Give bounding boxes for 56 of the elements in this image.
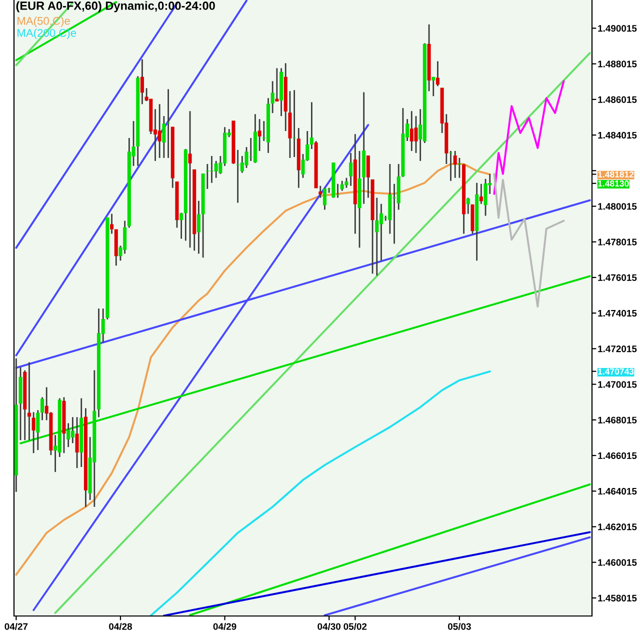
candlestick (432, 76, 436, 97)
y-tick-label: 1.484015 (598, 132, 637, 139)
y-tick-label: 1.458015 (598, 594, 637, 602)
y-tick-label: 1.48130 (598, 180, 629, 187)
candlestick (375, 197, 379, 276)
candlestick (258, 118, 262, 152)
x-tick-label: 05/02 (344, 622, 367, 630)
y-tick-label: 1.466015 (598, 452, 637, 460)
y-tick-label: 1.470015 (598, 381, 637, 388)
candlestick (466, 197, 470, 215)
candlestick (479, 183, 483, 205)
y-tick-label: 1.476015 (598, 274, 637, 281)
candlestick (436, 60, 440, 87)
y-tick-label: 1.490015 (598, 25, 637, 32)
candlestick (110, 213, 114, 234)
y-tick-label: 1.462015 (598, 524, 637, 530)
x-tick-label: 04/29 (213, 622, 236, 630)
candlestick (344, 177, 348, 189)
y-tick-label: 1.478015 (598, 238, 637, 246)
line-series (15, 162, 491, 576)
candlestick (340, 180, 344, 192)
candlestick (40, 396, 44, 421)
x-tick-label: 05/03 (448, 622, 471, 630)
y-tick-label: 1.472015 (598, 346, 637, 352)
candlestick (75, 416, 79, 469)
candlestick (32, 411, 36, 454)
y-tick-label: 1.481812 (598, 171, 634, 178)
y-tick-label: 1.486015 (598, 96, 637, 103)
candlestick (484, 178, 488, 216)
candlestick (158, 103, 162, 159)
x-tick-label: 04/27 (4, 622, 28, 630)
line-series (493, 172, 565, 308)
candlestick (27, 362, 31, 441)
candlestick (214, 160, 218, 179)
candlestick (379, 203, 383, 262)
candlestick (140, 58, 144, 105)
y-tick-label: 1.488015 (598, 60, 637, 68)
candlestick (349, 152, 353, 187)
line-series (493, 80, 565, 195)
candlestick (366, 155, 370, 198)
y-tick-label: 1.474015 (598, 310, 637, 317)
y-tick-label: 1.470743 (598, 368, 634, 375)
candlestick (180, 212, 184, 240)
line-series (150, 370, 491, 616)
x-tick-label: 04/28 (109, 622, 132, 630)
candlestick (453, 150, 457, 179)
candlestick (188, 110, 192, 248)
y-tick-label: 1.460015 (598, 559, 637, 566)
x-tick-label: 04/30 (318, 622, 341, 630)
candlestick (310, 101, 314, 150)
candlestick (196, 200, 200, 254)
candlestick (275, 67, 279, 102)
y-tick-label: 1.480015 (598, 203, 637, 210)
y-tick-label: 1.468015 (598, 416, 637, 424)
y-tick-label: 1.464015 (598, 488, 637, 495)
candlestick (322, 187, 326, 210)
